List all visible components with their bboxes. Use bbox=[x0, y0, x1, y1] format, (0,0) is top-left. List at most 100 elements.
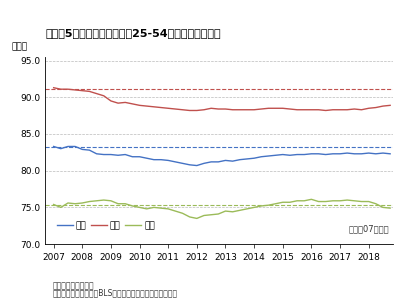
合計 bbox=[345, 151, 350, 155]
Line: 女性: 女性 bbox=[53, 199, 390, 218]
女性 bbox=[173, 209, 178, 213]
女性 bbox=[266, 204, 271, 207]
女性 bbox=[259, 204, 264, 208]
合計 bbox=[101, 153, 106, 156]
女性 bbox=[80, 201, 85, 205]
女性 bbox=[101, 198, 106, 202]
合計 bbox=[309, 152, 314, 156]
女性 bbox=[302, 199, 307, 203]
Text: （％）: （％） bbox=[12, 42, 28, 51]
女性 bbox=[330, 199, 335, 203]
女性 bbox=[316, 200, 321, 203]
女性 bbox=[373, 202, 378, 206]
女性 bbox=[115, 202, 120, 206]
男性 bbox=[302, 108, 307, 111]
女性 bbox=[381, 206, 386, 209]
女性 bbox=[137, 206, 142, 209]
合計 bbox=[216, 160, 221, 164]
男性 bbox=[337, 108, 342, 111]
合計 bbox=[109, 153, 113, 156]
合計 bbox=[180, 162, 185, 165]
男性 bbox=[66, 87, 71, 91]
女性 bbox=[66, 201, 71, 205]
男性 bbox=[187, 109, 192, 112]
男性 bbox=[209, 106, 214, 110]
女性 bbox=[194, 217, 199, 220]
Line: 合計: 合計 bbox=[53, 146, 390, 166]
合計 bbox=[316, 152, 321, 156]
女性 bbox=[209, 213, 214, 217]
女性 bbox=[288, 201, 293, 204]
合計 bbox=[73, 145, 78, 148]
Line: 男性: 男性 bbox=[53, 88, 390, 111]
男性 bbox=[180, 108, 185, 111]
女性 bbox=[230, 210, 235, 214]
男性 bbox=[230, 108, 235, 111]
女性 bbox=[51, 203, 56, 206]
合計 bbox=[130, 155, 135, 159]
合計 bbox=[288, 153, 293, 157]
女性 bbox=[58, 206, 63, 209]
合計 bbox=[330, 152, 335, 156]
女性 bbox=[109, 199, 113, 203]
合計 bbox=[373, 152, 378, 156]
女性 bbox=[323, 200, 328, 203]
男性 bbox=[223, 107, 228, 111]
Legend: 合計, 男性, 女性: 合計, 男性, 女性 bbox=[53, 218, 158, 234]
合計 bbox=[388, 152, 392, 156]
男性 bbox=[295, 108, 299, 111]
男性 bbox=[373, 106, 378, 109]
合計 bbox=[137, 155, 142, 159]
男性 bbox=[173, 107, 178, 111]
女性 bbox=[252, 206, 257, 209]
女性 bbox=[87, 200, 92, 203]
男性 bbox=[58, 87, 63, 91]
女性 bbox=[295, 199, 299, 203]
男性 bbox=[316, 108, 321, 111]
男性 bbox=[101, 94, 106, 97]
女性 bbox=[244, 207, 249, 211]
女性 bbox=[345, 198, 350, 202]
女性 bbox=[130, 204, 135, 208]
女性 bbox=[123, 202, 128, 206]
男性 bbox=[194, 109, 199, 112]
合計 bbox=[123, 153, 128, 156]
合計 bbox=[80, 148, 85, 151]
合計 bbox=[58, 147, 63, 150]
女性 bbox=[273, 202, 278, 206]
女性 bbox=[366, 200, 371, 203]
合計 bbox=[280, 153, 285, 156]
合計 bbox=[337, 152, 342, 156]
男性 bbox=[366, 106, 371, 110]
合計 bbox=[51, 145, 56, 148]
合計 bbox=[366, 151, 371, 155]
男性 bbox=[381, 104, 386, 108]
Text: 点線は07年平均: 点線は07年平均 bbox=[349, 224, 390, 233]
合計 bbox=[352, 152, 357, 156]
女性 bbox=[388, 206, 392, 210]
女性 bbox=[237, 209, 242, 212]
合計 bbox=[295, 153, 299, 156]
男性 bbox=[151, 105, 156, 108]
男性 bbox=[237, 108, 242, 111]
合計 bbox=[302, 153, 307, 156]
男性 bbox=[309, 108, 314, 111]
男性 bbox=[115, 101, 120, 105]
合計 bbox=[209, 160, 214, 164]
男性 bbox=[144, 104, 149, 108]
女性 bbox=[180, 212, 185, 215]
男性 bbox=[202, 108, 206, 111]
男性 bbox=[244, 108, 249, 111]
合計 bbox=[115, 153, 120, 157]
男性 bbox=[51, 86, 56, 89]
男性 bbox=[273, 106, 278, 110]
合計 bbox=[94, 152, 99, 156]
合計 bbox=[202, 162, 206, 165]
女性 bbox=[223, 209, 228, 213]
男性 bbox=[352, 107, 357, 111]
男性 bbox=[87, 90, 92, 93]
合計 bbox=[144, 156, 149, 160]
男性 bbox=[109, 99, 113, 103]
男性 bbox=[288, 107, 293, 111]
女性 bbox=[216, 212, 221, 216]
